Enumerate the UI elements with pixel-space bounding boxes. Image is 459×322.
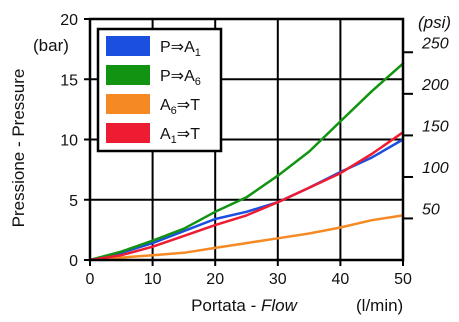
- y2-tick-label: 100: [422, 160, 449, 177]
- legend-label-4: A1⇒T: [160, 126, 200, 146]
- legend-label-tail: ⇒T: [177, 126, 200, 143]
- legend-label-subscript: 6: [195, 76, 201, 88]
- legend-label-main: A: [160, 126, 171, 143]
- y-tick-label: 10: [60, 133, 78, 150]
- y2-unit-label: (psi): [418, 13, 451, 32]
- legend-label-1: P⇒A1: [160, 39, 201, 59]
- x-tick-label: 30: [269, 271, 287, 288]
- legend-label-subscript: 6: [171, 105, 177, 117]
- y2-tick-label: 200: [421, 77, 449, 94]
- legend-label-tail: ⇒T: [177, 97, 200, 114]
- legend-label-subscript: 1: [195, 47, 201, 59]
- legend-label-main: A: [160, 97, 171, 114]
- x-axis-title-plain: Portata -: [191, 296, 261, 315]
- y-tick-label: 5: [69, 193, 78, 210]
- y-unit-label: (bar): [33, 36, 69, 55]
- y2-tick-label: 150: [422, 118, 449, 135]
- series-line-4: [88, 131, 405, 262]
- y2-tick-label: 50: [422, 201, 440, 218]
- legend-swatch-4: [106, 123, 150, 143]
- legend-label-2: P⇒A6: [160, 68, 201, 88]
- legend-label-main: P⇒A: [160, 68, 195, 85]
- y-tick-label: 15: [60, 72, 78, 89]
- y2-tick-label: 250: [421, 35, 449, 52]
- x-tick-label: 10: [144, 271, 162, 288]
- series-line-3: [88, 214, 405, 262]
- x-axis-title: Portata - Flow: [191, 296, 299, 315]
- x-tick-label: 0: [86, 271, 95, 288]
- x-unit-label: (l/min): [356, 296, 403, 315]
- legend-label-main: P⇒A: [160, 39, 195, 56]
- series-layer: [88, 62, 405, 262]
- legend-swatch-1: [106, 36, 150, 56]
- axis-ticks: 0 10 20 30 40 50 0 5 10 15 20 50 100 150 200 250: [60, 12, 449, 288]
- legend-label-3: A6⇒T: [160, 97, 200, 117]
- legend-swatch-2: [106, 65, 150, 85]
- x-tick-label: 40: [332, 271, 350, 288]
- x-axis-title-italic: Flow: [261, 296, 299, 315]
- legend-swatch-3: [106, 94, 150, 114]
- series-line-2: [88, 62, 405, 262]
- x-tick-label: 50: [394, 271, 412, 288]
- y-tick-label: 20: [60, 12, 78, 29]
- legend-label-subscript: 1: [171, 134, 177, 146]
- x-tick-label: 20: [206, 271, 224, 288]
- y-tick-label: 0: [69, 253, 78, 270]
- y-axis-title: Pressione - Pressure: [9, 69, 28, 228]
